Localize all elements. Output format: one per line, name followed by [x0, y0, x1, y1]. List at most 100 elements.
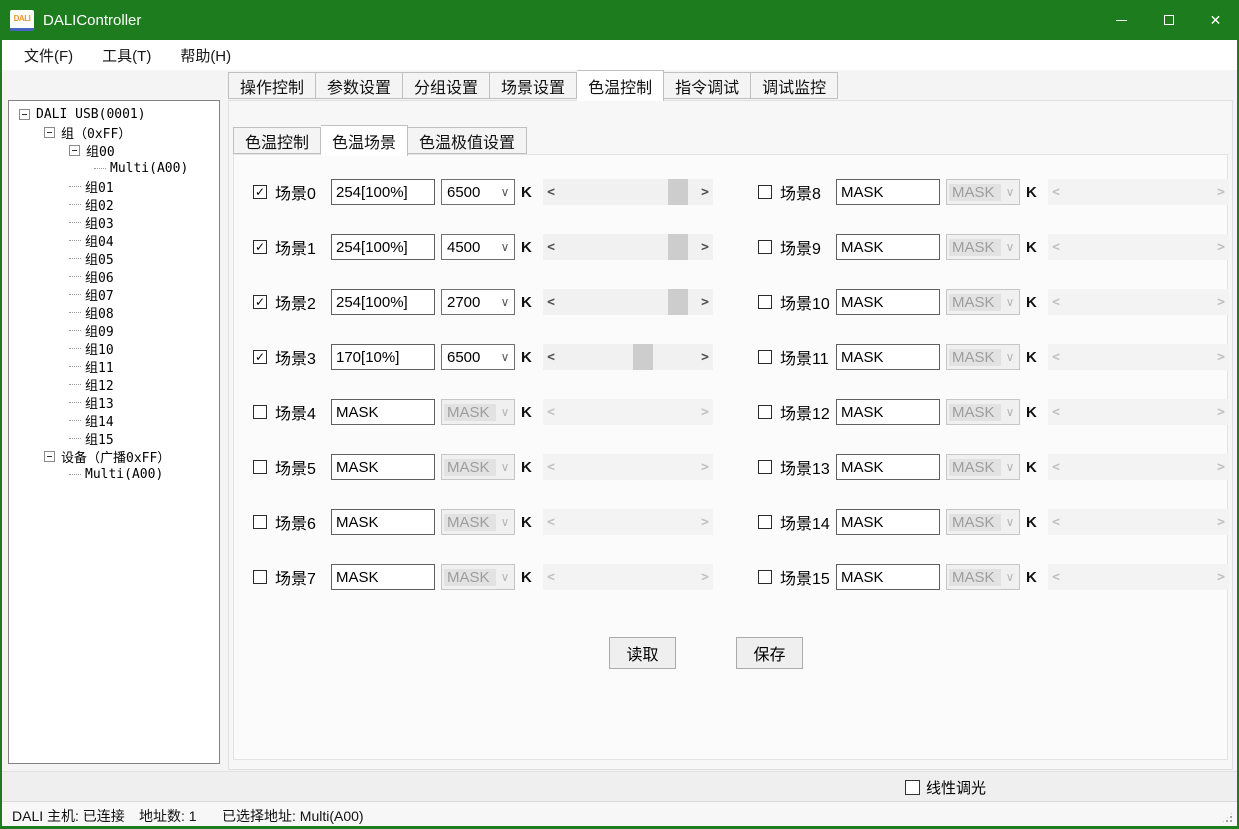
scene-scrollbar[interactable]: < >: [1048, 454, 1229, 480]
scene-scrollbar[interactable]: < >: [543, 564, 713, 590]
tab[interactable]: 调试监控: [751, 72, 839, 99]
scrollbar-right-arrow-icon[interactable]: >: [1217, 569, 1225, 585]
scene-cct-select[interactable]: MASK ∨: [946, 289, 1020, 315]
scrollbar-thumb[interactable]: [633, 344, 654, 370]
scene-cct-select[interactable]: 4500 ∨: [441, 234, 515, 260]
scene-cct-select[interactable]: MASK ∨: [946, 179, 1020, 205]
scrollbar-track[interactable]: [1064, 234, 1213, 260]
scrollbar-right-arrow-icon[interactable]: >: [1217, 514, 1225, 530]
scene-level-input[interactable]: [836, 399, 940, 425]
scrollbar-right-arrow-icon[interactable]: >: [701, 459, 709, 475]
tree-item[interactable]: 组15: [9, 429, 219, 448]
scrollbar-track[interactable]: [559, 344, 697, 370]
scrollbar-left-arrow-icon[interactable]: <: [1052, 239, 1060, 255]
scene-level-input[interactable]: [836, 179, 940, 205]
save-button[interactable]: 保存: [736, 637, 803, 669]
scrollbar-left-arrow-icon[interactable]: <: [547, 184, 555, 200]
tab[interactable]: 色温场景: [321, 125, 409, 156]
scrollbar-right-arrow-icon[interactable]: >: [1217, 404, 1225, 420]
scene-checkbox[interactable]: ✓: [253, 185, 267, 199]
scrollbar-right-arrow-icon[interactable]: >: [1217, 349, 1225, 365]
scrollbar-right-arrow-icon[interactable]: >: [1217, 294, 1225, 310]
scene-level-input[interactable]: [331, 454, 435, 480]
scene-scrollbar[interactable]: < >: [543, 344, 713, 370]
scene-checkbox[interactable]: [253, 570, 267, 584]
scrollbar-track[interactable]: [559, 234, 697, 260]
scene-scrollbar[interactable]: < >: [1048, 289, 1229, 315]
scene-checkbox[interactable]: [758, 185, 772, 199]
close-button[interactable]: ✕: [1192, 0, 1239, 40]
scene-cct-select[interactable]: 6500 ∨: [441, 344, 515, 370]
scrollbar-track[interactable]: [1064, 344, 1213, 370]
scrollbar-track[interactable]: [1064, 399, 1213, 425]
scrollbar-track[interactable]: [1064, 179, 1213, 205]
scene-checkbox[interactable]: [758, 405, 772, 419]
scrollbar-right-arrow-icon[interactable]: >: [701, 184, 709, 200]
tab[interactable]: 操作控制: [228, 72, 317, 99]
scene-checkbox[interactable]: [253, 405, 267, 419]
scene-checkbox[interactable]: [758, 460, 772, 474]
scene-scrollbar[interactable]: < >: [1048, 179, 1229, 205]
tree-item[interactable]: 组08: [9, 303, 219, 322]
minimize-button[interactable]: [1098, 0, 1145, 40]
scrollbar-left-arrow-icon[interactable]: <: [547, 404, 555, 420]
scene-level-input[interactable]: [331, 289, 435, 315]
tab[interactable]: 色温控制: [233, 127, 322, 154]
linear-dimming-checkbox-group[interactable]: 线性调光: [905, 777, 986, 798]
scrollbar-track[interactable]: [1064, 509, 1213, 535]
tab[interactable]: 参数设置: [316, 72, 404, 99]
tree-item[interactable]: 组（0xFF）: [9, 123, 219, 142]
scene-cct-select[interactable]: MASK ∨: [441, 454, 515, 480]
scene-scrollbar[interactable]: < >: [543, 234, 713, 260]
scrollbar-track[interactable]: [1064, 454, 1213, 480]
tab[interactable]: 色温极值设置: [408, 127, 528, 154]
maximize-button[interactable]: [1145, 0, 1192, 40]
scene-level-input[interactable]: [331, 399, 435, 425]
scene-cct-select[interactable]: MASK ∨: [946, 399, 1020, 425]
tree-item[interactable]: 组13: [9, 393, 219, 412]
scene-level-input[interactable]: [331, 179, 435, 205]
tree-item[interactable]: 组05: [9, 249, 219, 268]
scene-level-input[interactable]: [331, 564, 435, 590]
tree-item[interactable]: Multi(A00): [9, 465, 219, 483]
tree-item[interactable]: 设备（广播0xFF）: [9, 447, 219, 466]
scrollbar-left-arrow-icon[interactable]: <: [1052, 184, 1060, 200]
scene-level-input[interactable]: [836, 234, 940, 260]
scene-checkbox[interactable]: ✓: [253, 295, 267, 309]
scene-cct-select[interactable]: 6500 ∨: [441, 179, 515, 205]
scene-scrollbar[interactable]: < >: [543, 289, 713, 315]
scrollbar-right-arrow-icon[interactable]: >: [701, 404, 709, 420]
scrollbar-left-arrow-icon[interactable]: <: [1052, 404, 1060, 420]
scrollbar-left-arrow-icon[interactable]: <: [547, 294, 555, 310]
scrollbar-left-arrow-icon[interactable]: <: [547, 459, 555, 475]
tree-item[interactable]: 组04: [9, 231, 219, 250]
scene-checkbox[interactable]: ✓: [253, 350, 267, 364]
scene-scrollbar[interactable]: < >: [1048, 509, 1229, 535]
scrollbar-track[interactable]: [1064, 564, 1213, 590]
tree-item[interactable]: 组12: [9, 375, 219, 394]
menu-item[interactable]: 工具(T): [102, 47, 152, 65]
scene-cct-select[interactable]: MASK ∨: [946, 234, 1020, 260]
device-tree-panel[interactable]: DALI USB(0001) 组（0xFF） 组00 Multi(A00) 组0…: [8, 100, 220, 764]
tree-item[interactable]: DALI USB(0001): [9, 105, 219, 123]
scene-level-input[interactable]: [331, 344, 435, 370]
scene-scrollbar[interactable]: < >: [1048, 399, 1229, 425]
tree-item[interactable]: 组09: [9, 321, 219, 340]
scrollbar-left-arrow-icon[interactable]: <: [1052, 459, 1060, 475]
scrollbar-track[interactable]: [559, 454, 697, 480]
tree-item[interactable]: Multi(A00): [9, 159, 219, 177]
scrollbar-left-arrow-icon[interactable]: <: [547, 569, 555, 585]
scrollbar-track[interactable]: [559, 399, 697, 425]
tab[interactable]: 分组设置: [403, 72, 491, 99]
scrollbar-right-arrow-icon[interactable]: >: [1217, 239, 1225, 255]
scene-checkbox[interactable]: [253, 460, 267, 474]
scrollbar-track[interactable]: [559, 179, 697, 205]
scene-scrollbar[interactable]: < >: [1048, 344, 1229, 370]
scene-level-input[interactable]: [331, 234, 435, 260]
tree-item[interactable]: 组02: [9, 195, 219, 214]
tab[interactable]: 场景设置: [490, 72, 578, 99]
tree-collapse-icon[interactable]: [19, 108, 30, 120]
linear-dimming-checkbox[interactable]: [905, 780, 920, 795]
scrollbar-thumb[interactable]: [667, 289, 688, 315]
scrollbar-left-arrow-icon[interactable]: <: [547, 239, 555, 255]
